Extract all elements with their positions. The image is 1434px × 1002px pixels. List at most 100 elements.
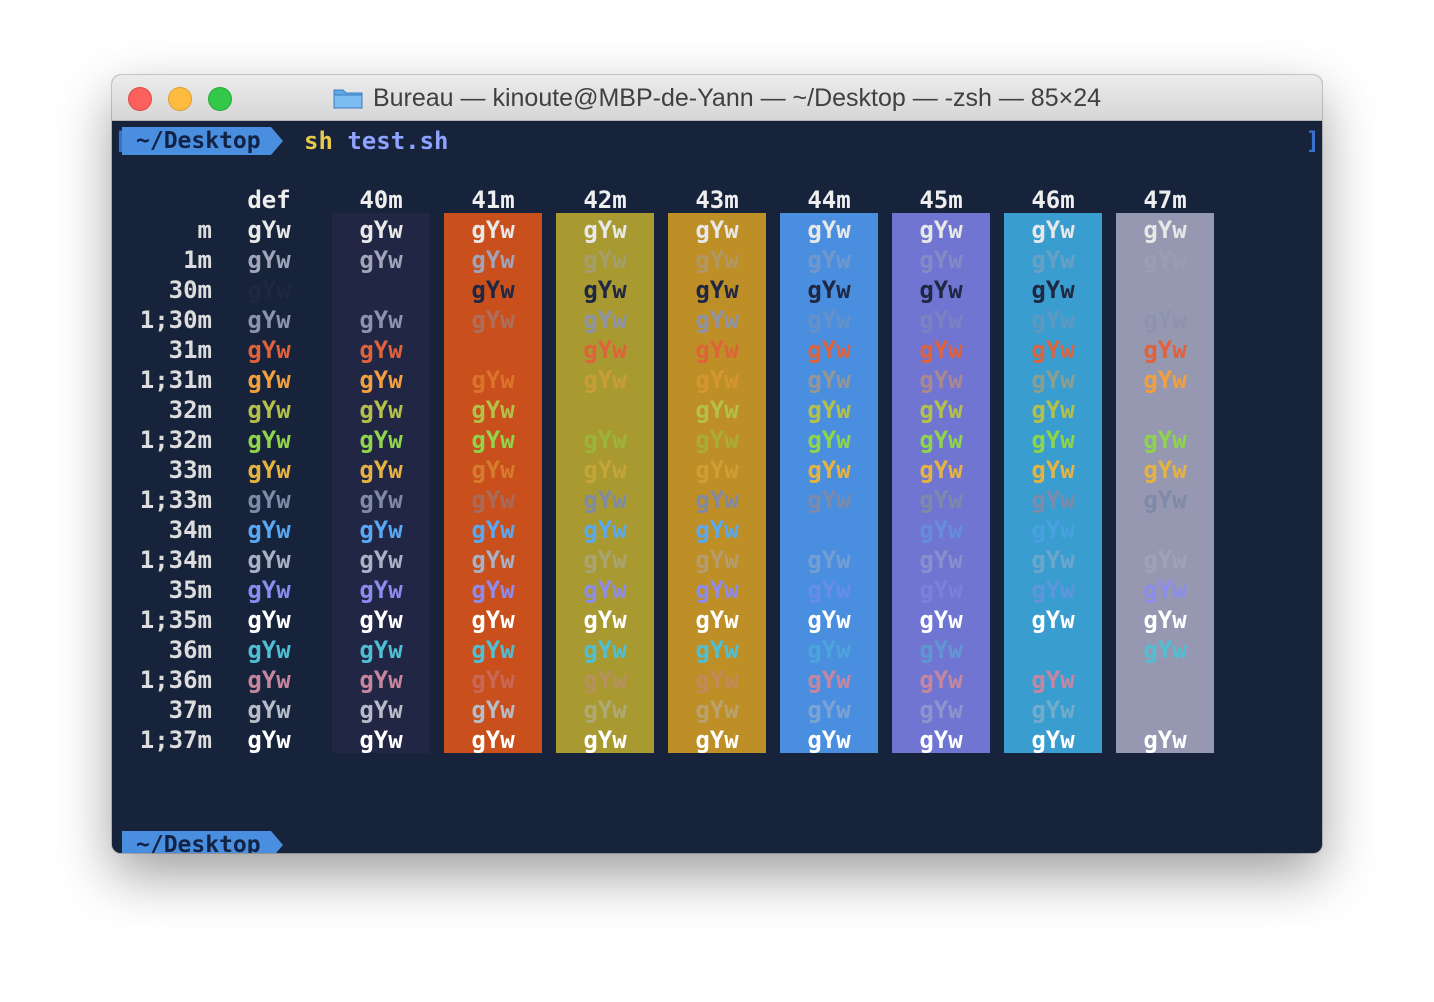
sample-cell: gYw <box>1143 726 1187 754</box>
row-label: 31m <box>168 336 212 364</box>
sample-cell: gYw <box>695 606 739 634</box>
sample-cell: gYw <box>695 336 739 364</box>
sample-cell: gYw <box>919 696 963 724</box>
sample-cell: gYw <box>695 636 739 664</box>
sample-cell: gYw <box>807 216 851 244</box>
sample-cell: gYw <box>1031 456 1075 484</box>
sample-cell: gYw <box>247 576 291 604</box>
title-bar[interactable]: Bureau — kinoute@MBP-de-Yann — ~/Desktop… <box>112 75 1322 121</box>
sample-cell: gYw <box>1031 246 1075 274</box>
sample-cell: gYw <box>247 366 291 394</box>
row-label: 36m <box>168 636 212 664</box>
close-button[interactable] <box>128 87 152 111</box>
row-label: m <box>197 216 212 244</box>
row-label: 1;36m <box>139 666 212 694</box>
sample-cell: gYw <box>1031 366 1075 394</box>
sample-cell: gYw <box>1031 216 1075 244</box>
sample-cell: gYw <box>695 396 739 424</box>
sample-cell: gYw <box>919 216 963 244</box>
bg-column-2 <box>444 213 542 753</box>
sample-cell: gYw <box>247 276 291 304</box>
sample-cell: gYw <box>583 576 627 604</box>
sample-cell: gYw <box>471 606 515 634</box>
sample-cell: gYw <box>247 456 291 484</box>
prompt-segment: ~/Desktop <box>122 127 283 155</box>
terminal-content[interactable]: [ ] ~/Desktop sh test.sh def40m41m42m43m… <box>112 121 1322 853</box>
minimize-button[interactable] <box>168 87 192 111</box>
sample-cell: gYw <box>583 696 627 724</box>
sample-cell: gYw <box>919 456 963 484</box>
row-label: 30m <box>168 276 212 304</box>
sample-cell: gYw <box>247 396 291 424</box>
sample-cell: gYw <box>359 246 403 274</box>
sample-cell: gYw <box>583 726 627 754</box>
sample-cell: gYw <box>695 216 739 244</box>
sample-cell: gYw <box>247 546 291 574</box>
sample-cell: gYw <box>247 336 291 364</box>
sample-cell: gYw <box>471 396 515 424</box>
sample-cell: gYw <box>695 696 739 724</box>
sample-cell: gYw <box>1031 516 1075 544</box>
command-name: sh <box>304 127 333 155</box>
row-label: 1;30m <box>139 306 212 334</box>
column-header: 46m <box>1031 186 1075 214</box>
row-label: 1;33m <box>139 486 212 514</box>
row-label: 37m <box>168 696 212 724</box>
row-label: 1;31m <box>139 366 212 394</box>
sample-cell: gYw <box>471 576 515 604</box>
sample-cell: gYw <box>807 426 851 454</box>
sample-cell: gYw <box>247 606 291 634</box>
sample-cell: gYw <box>919 306 963 334</box>
sample-cell: gYw <box>1143 456 1187 484</box>
sample-cell: gYw <box>247 246 291 274</box>
sample-cell: gYw <box>359 336 403 364</box>
sample-cell: gYw <box>919 396 963 424</box>
sample-cell: gYw <box>359 366 403 394</box>
prompt-segment-2: ~/Desktop <box>122 831 283 853</box>
sample-cell: gYw <box>359 516 403 544</box>
sample-cell: gYw <box>695 366 739 394</box>
sample-cell: gYw <box>583 366 627 394</box>
sample-cell: gYw <box>1031 486 1075 514</box>
row-label: 34m <box>168 516 212 544</box>
sample-cell: gYw <box>919 336 963 364</box>
right-bracket: ] <box>1305 127 1320 155</box>
sample-cell: gYw <box>247 636 291 664</box>
sample-cell: gYw <box>471 696 515 724</box>
sample-cell: gYw <box>583 216 627 244</box>
sample-cell: gYw <box>1143 426 1187 454</box>
sample-cell: gYw <box>247 726 291 754</box>
sample-cell: gYw <box>471 516 515 544</box>
sample-cell: gYw <box>807 456 851 484</box>
sample-cell: gYw <box>807 306 851 334</box>
sample-cell: gYw <box>471 276 515 304</box>
sample-cell: gYw <box>1031 426 1075 454</box>
sample-cell: gYw <box>919 666 963 694</box>
sample-cell: gYw <box>359 726 403 754</box>
sample-cell: gYw <box>471 726 515 754</box>
sample-cell: gYw <box>807 726 851 754</box>
sample-cell: gYw <box>359 216 403 244</box>
sample-cell: gYw <box>471 306 515 334</box>
sample-cell: gYw <box>471 666 515 694</box>
sample-cell: gYw <box>583 426 627 454</box>
bg-column-6 <box>892 213 990 753</box>
sample-cell: gYw <box>695 516 739 544</box>
row-label: 1;34m <box>139 546 212 574</box>
column-header: 42m <box>583 186 627 214</box>
row-label: 1;35m <box>139 606 212 634</box>
sample-cell: gYw <box>471 366 515 394</box>
column-header: 41m <box>471 186 515 214</box>
command-line: sh test.sh <box>304 127 449 155</box>
sample-cell: gYw <box>919 606 963 634</box>
row-label: 35m <box>168 576 212 604</box>
sample-cell: gYw <box>807 486 851 514</box>
sample-cell: gYw <box>471 426 515 454</box>
sample-cell: gYw <box>247 216 291 244</box>
sample-cell: gYw <box>247 516 291 544</box>
sample-cell: gYw <box>359 696 403 724</box>
sample-cell: gYw <box>583 636 627 664</box>
sample-cell: gYw <box>807 636 851 664</box>
bg-column-8 <box>1116 213 1214 753</box>
zoom-button[interactable] <box>208 87 232 111</box>
